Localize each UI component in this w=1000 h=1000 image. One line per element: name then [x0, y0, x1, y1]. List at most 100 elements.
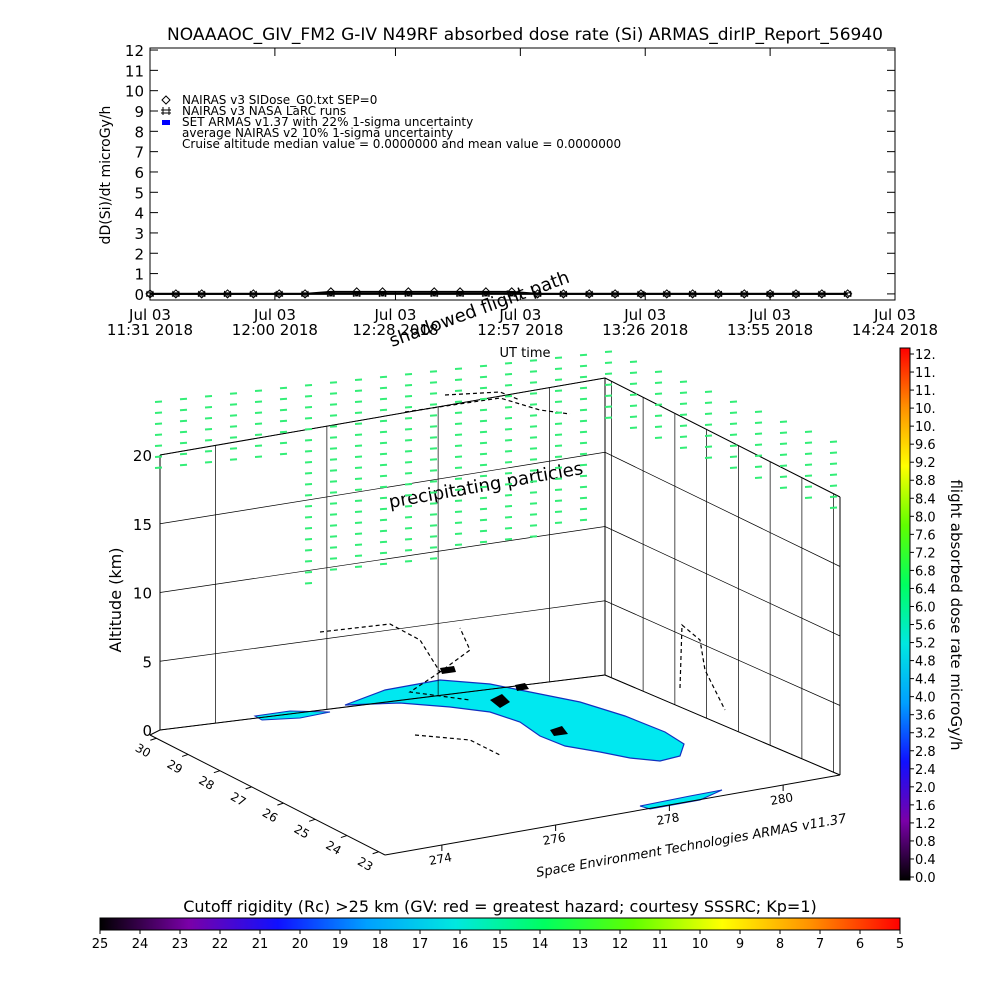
particle-dash — [679, 424, 688, 427]
particle-dash — [404, 406, 413, 409]
particle-dash — [804, 463, 813, 466]
y-tick-label: 30 — [133, 741, 153, 761]
y-tick-label: 10 — [125, 83, 144, 101]
particle-dash — [654, 436, 663, 439]
x-tick-label: Jul 03 — [873, 306, 916, 324]
particle-dash — [404, 527, 413, 530]
hash-marker — [352, 290, 361, 297]
particle-dash — [354, 378, 363, 381]
particle-dash — [529, 447, 538, 450]
particle-dash — [504, 395, 513, 398]
y-tick — [277, 802, 284, 806]
particle-dash — [379, 474, 388, 478]
florida — [344, 679, 685, 762]
z-grid-line — [159, 600, 841, 706]
y-tick-label: 2 — [134, 245, 144, 263]
colorbar-tick-label: 4.0 — [915, 691, 936, 706]
particle-dash — [779, 486, 788, 489]
particle-dash — [829, 473, 838, 476]
particle-dash — [829, 462, 838, 465]
particle-dash — [529, 458, 538, 461]
particle-dash — [429, 436, 438, 439]
x-tick-label: Jul 03 — [498, 306, 541, 324]
particle-dash — [529, 524, 538, 527]
particle-dash — [704, 412, 713, 415]
particle-dash — [304, 571, 313, 574]
x-tick-label: Jul 03 — [253, 306, 296, 324]
particle-dash — [554, 367, 563, 370]
particle-dash — [229, 403, 238, 406]
x-tick-label: 13:55 2018 — [727, 321, 813, 339]
colorbar-tick-label: 12 — [612, 937, 629, 952]
particle-dash — [429, 524, 438, 527]
particle-dash — [304, 428, 313, 431]
particle-dash — [429, 469, 438, 472]
particle-dash — [354, 466, 363, 469]
particle-dash — [654, 425, 663, 428]
particle-dash — [479, 529, 488, 533]
particle-dash — [404, 373, 413, 376]
particle-dash — [579, 485, 588, 489]
particle-dash — [354, 411, 363, 414]
particle-dash — [779, 453, 788, 456]
particle-dash — [454, 444, 463, 447]
dose-chart: NOAAAOC_GIV_FM2 G-IV N49RF absorbed dose… — [98, 25, 896, 361]
particle-dash — [654, 370, 663, 373]
particle-dash — [579, 463, 588, 467]
particle-dash — [504, 461, 513, 464]
particle-dash — [354, 521, 363, 524]
particle-dash — [454, 477, 463, 480]
y-tick — [372, 851, 379, 855]
particle-dash — [579, 441, 588, 445]
particle-dash — [429, 414, 438, 417]
particle-dash — [429, 425, 438, 428]
particle-dash — [279, 441, 288, 445]
particle-dash — [504, 450, 513, 453]
particle-dash — [579, 397, 588, 401]
particle-dash — [454, 411, 463, 414]
x-tick-label: 12:57 2018 — [477, 321, 563, 339]
particle-dash — [529, 502, 538, 505]
particle-dash — [329, 447, 338, 450]
particle-dash — [154, 422, 163, 425]
particle-dash — [329, 458, 338, 461]
y-tick-label: 7 — [134, 144, 144, 162]
particle-dash — [354, 543, 363, 546]
particle-dash — [729, 411, 738, 414]
flight-path — [319, 623, 501, 756]
particle-dash — [329, 568, 338, 571]
y-tick-label: 5 — [134, 184, 144, 202]
x-tick-label: 14:24 2018 — [852, 321, 938, 339]
z-tick-label: 0 — [142, 722, 152, 740]
particle-dash — [804, 452, 813, 455]
dark-patches — [440, 666, 568, 736]
colorbar-tick-label: 4.8 — [915, 655, 936, 670]
particle-dash — [204, 417, 213, 420]
legend-symbol — [162, 120, 170, 125]
particle-dash — [529, 392, 538, 395]
colorbar-tick-label: 9 — [736, 937, 744, 952]
particle-dash — [454, 543, 463, 546]
particle-dash — [504, 362, 513, 365]
hash-marker — [740, 290, 749, 297]
particle-dash — [504, 516, 513, 519]
y-tick-label: 24 — [323, 838, 343, 858]
particle-dash — [304, 494, 313, 497]
hash-marker — [456, 290, 465, 297]
particle-dash — [229, 447, 238, 450]
particle-dash — [354, 444, 363, 447]
legend-label: SET ARMAS v1.37 with 22% 1-sigma uncerta… — [182, 115, 473, 129]
particle-dash — [404, 450, 413, 453]
colorbar-tick-label: 0.0 — [915, 871, 936, 886]
particle-dash — [454, 433, 463, 436]
particle-dash — [404, 417, 413, 420]
particle-dash — [829, 495, 838, 498]
particle-dash — [754, 465, 763, 468]
particle-dash — [354, 532, 363, 535]
particle-dash — [679, 380, 688, 383]
hash-marker — [249, 290, 258, 297]
particle-dash — [454, 532, 463, 535]
particle-dash — [379, 397, 388, 401]
particle-dash — [454, 499, 463, 502]
particle-dash — [529, 491, 538, 494]
